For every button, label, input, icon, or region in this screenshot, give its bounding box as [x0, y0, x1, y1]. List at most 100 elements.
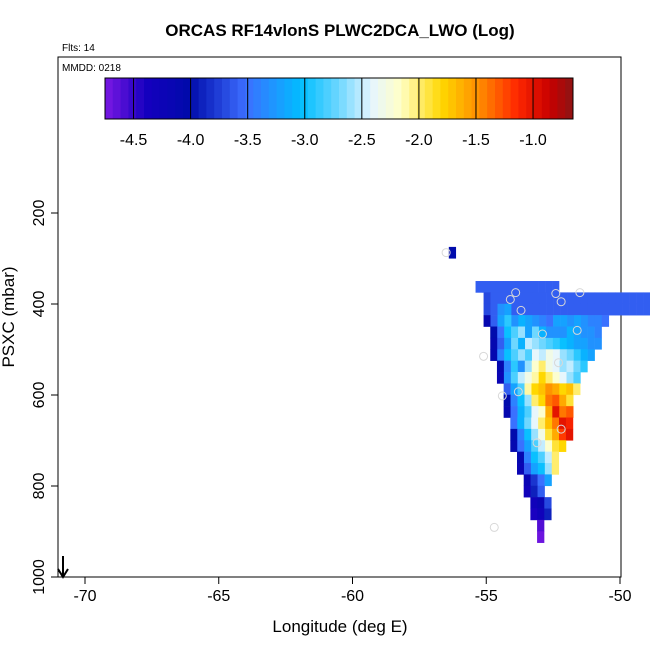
heatmap-cell [573, 303, 582, 316]
colorbar-tick-label: -4.0 [177, 132, 205, 149]
heatmap-cell [546, 292, 554, 305]
heatmap-cell [531, 406, 539, 418]
heatmap-cell [594, 292, 603, 305]
heatmap-cell [629, 292, 637, 305]
heatmap-cell [544, 463, 553, 475]
heatmap-cell [537, 485, 545, 498]
heatmap-cell [524, 383, 532, 396]
colorbar-segment [378, 78, 387, 119]
heatmap-cell [580, 337, 588, 350]
data-point-marker [479, 351, 489, 361]
heatmap-cell [538, 360, 546, 373]
colorbar-segment [370, 78, 379, 119]
data-point-marker [489, 522, 499, 532]
heatmap-cell [523, 485, 531, 498]
colorbar-tick-label: -1.5 [462, 132, 490, 149]
data-point-marker [556, 297, 566, 307]
heatmap-cell [594, 326, 602, 339]
heatmap-cell [567, 292, 575, 305]
heatmap-cell [510, 440, 518, 452]
colorbar-tick-label: -1.0 [519, 132, 547, 149]
heatmap-cell [636, 303, 644, 316]
heatmap-cell [567, 315, 575, 327]
heatmap-cell [517, 360, 526, 373]
colorbar-segment [362, 78, 371, 119]
heatmap-cell [482, 281, 490, 293]
heatmap-cell [608, 303, 617, 316]
heatmap-cell [552, 428, 560, 441]
heatmap-cell [517, 463, 525, 475]
heatmap-cell [615, 292, 623, 305]
heatmap-cell [532, 315, 540, 327]
heatmap-cell [538, 417, 546, 430]
heatmap-cell [511, 315, 519, 327]
heatmap-cell [566, 383, 574, 396]
heatmap-cell [525, 326, 533, 339]
colorbar-segment [339, 78, 348, 119]
heatmap-cell [523, 451, 532, 464]
heatmap-cell [524, 440, 532, 452]
heatmap-cell [552, 394, 560, 407]
heatmap-cell [608, 292, 617, 305]
heatmap-cell [525, 292, 533, 305]
heatmap-cell [504, 337, 512, 350]
heatmap-cell [587, 337, 595, 350]
heatmap-cell [510, 417, 518, 430]
colorbar-segment [502, 78, 511, 119]
heatmap-cell [503, 281, 511, 293]
heatmap-cell [545, 326, 554, 339]
heatmap-cell [552, 383, 560, 396]
colorbar-segment [190, 78, 199, 119]
heatmap-cell [524, 281, 532, 293]
heatmap-cell [587, 303, 596, 316]
heatmap-cell [517, 372, 526, 384]
colorbar-segment [307, 78, 316, 119]
data-point-marker [516, 305, 526, 315]
heatmap-cell [518, 303, 526, 316]
heatmap-cell [552, 440, 560, 452]
x-axis-label: Longitude (deg E) [272, 617, 407, 636]
heatmap-cell [497, 303, 505, 316]
heatmap-cell [544, 451, 553, 464]
heatmap-cell [504, 292, 512, 305]
heatmap-cell [573, 292, 582, 305]
heatmap-cell [538, 440, 546, 452]
heatmap-cell [601, 315, 610, 327]
heatmap-cell [580, 303, 589, 316]
heatmap-cell [622, 303, 630, 316]
x-tick-label: -70 [73, 588, 96, 605]
heatmap-cell [538, 394, 546, 407]
heatmap-cell [539, 303, 547, 316]
heatmap-cell [497, 349, 505, 361]
heatmap-cell [531, 360, 539, 373]
heatmap-cell [524, 394, 532, 407]
heatmap-cell [546, 315, 554, 327]
heatmap-cell [497, 337, 505, 350]
heatmap-cell [530, 451, 539, 464]
heatmap-cell [523, 474, 531, 487]
heatmap-cell [510, 406, 518, 418]
heatmap-cell [531, 372, 539, 384]
colorbar-segment [315, 78, 324, 119]
colorbar-segment [409, 78, 418, 119]
colorbar-segment [206, 78, 215, 119]
corner-arrow [57, 556, 69, 579]
heatmap-cell [559, 326, 568, 339]
heatmap-cell [496, 281, 504, 293]
heatmap-cell [503, 406, 511, 418]
colorbar-tick-label: -3.0 [291, 132, 319, 149]
colorbar-segment [385, 78, 394, 119]
heatmap-cell [545, 417, 553, 430]
heatmap-cell [559, 394, 567, 407]
heatmap-cell [566, 372, 574, 384]
heatmap-cell [517, 440, 525, 452]
y-tick-label: 400 [31, 291, 48, 318]
heatmap-cell [524, 360, 533, 373]
heatmap-cell [552, 337, 561, 350]
heatmap-cell [518, 337, 526, 350]
heatmap-cell [587, 326, 595, 339]
heatmap-cell [573, 326, 581, 339]
heatmap-cell [531, 337, 540, 350]
heatmap-cell [580, 360, 588, 373]
heatmap-cell [587, 349, 595, 361]
